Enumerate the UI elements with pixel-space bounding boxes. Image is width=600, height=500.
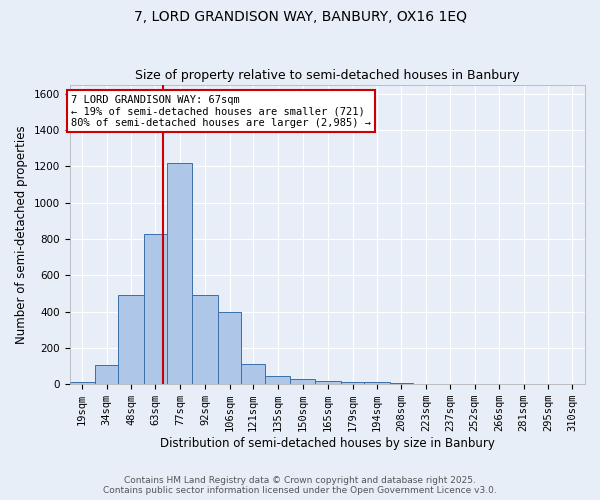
Bar xyxy=(364,382,389,384)
Bar xyxy=(167,162,193,384)
Y-axis label: Number of semi-detached properties: Number of semi-detached properties xyxy=(15,125,28,344)
Bar xyxy=(316,380,341,384)
Bar xyxy=(290,379,316,384)
X-axis label: Distribution of semi-detached houses by size in Banbury: Distribution of semi-detached houses by … xyxy=(160,437,495,450)
Bar xyxy=(95,365,118,384)
Bar xyxy=(193,295,218,384)
Text: 7, LORD GRANDISON WAY, BANBURY, OX16 1EQ: 7, LORD GRANDISON WAY, BANBURY, OX16 1EQ xyxy=(133,10,467,24)
Bar xyxy=(241,364,265,384)
Bar xyxy=(143,234,167,384)
Text: Contains HM Land Registry data © Crown copyright and database right 2025.
Contai: Contains HM Land Registry data © Crown c… xyxy=(103,476,497,495)
Bar xyxy=(265,376,290,384)
Bar xyxy=(218,312,241,384)
Text: 7 LORD GRANDISON WAY: 67sqm
← 19% of semi-detached houses are smaller (721)
80% : 7 LORD GRANDISON WAY: 67sqm ← 19% of sem… xyxy=(71,94,371,128)
Bar xyxy=(70,382,95,384)
Bar xyxy=(118,295,143,384)
Bar xyxy=(341,382,364,384)
Title: Size of property relative to semi-detached houses in Banbury: Size of property relative to semi-detach… xyxy=(135,69,520,82)
